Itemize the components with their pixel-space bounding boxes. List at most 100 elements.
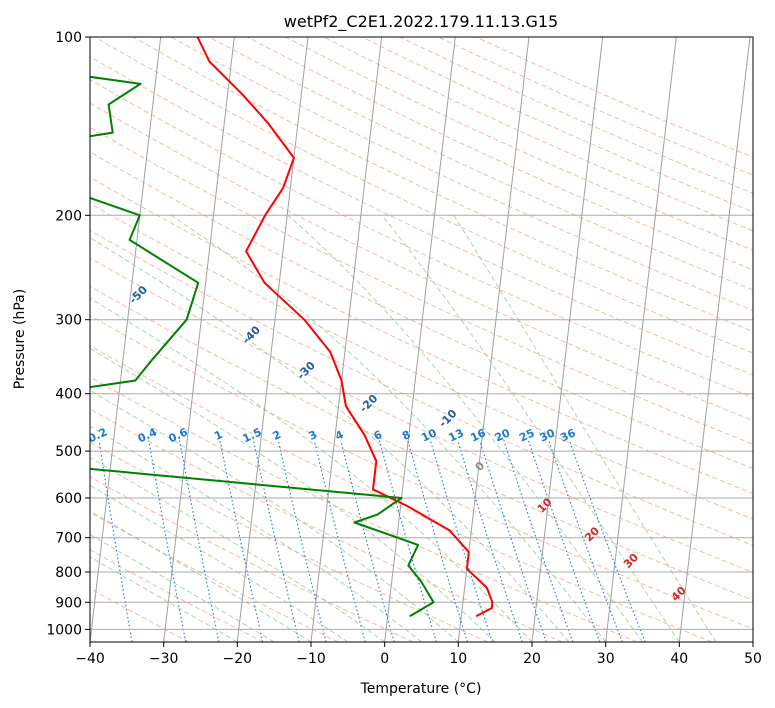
- dry-adiabat-line: [90, 176, 753, 494]
- y-tick-label: 100: [55, 30, 82, 46]
- mixing-ratio-label: 30: [538, 426, 558, 444]
- mixing-ratio-line: [340, 440, 395, 642]
- dry-adiabat-line: [247, 37, 753, 271]
- moist-adiabat-line: [90, 484, 349, 642]
- dry-adiabat-line: [475, 37, 753, 158]
- isotherm-line: [90, 37, 162, 642]
- isotherm-line: [752, 637, 753, 642]
- dry-adiabat-line: [94, 37, 753, 354]
- isotherm-line: [605, 37, 677, 642]
- mixing-ratio-line: [548, 440, 623, 642]
- mixing-ratio-label: 0.1: [39, 425, 62, 445]
- moist-adiabat-line: [90, 425, 422, 642]
- mixing-ratio-label: 10: [419, 426, 439, 444]
- x-tick-label: −10: [296, 651, 326, 667]
- isotherm-line: [163, 37, 235, 642]
- y-axis: 100 200 300 400 500 600 700 800 900 1000: [46, 30, 90, 638]
- wetbulb-label: 30: [621, 551, 641, 571]
- isotherm-line: [457, 37, 530, 642]
- dry-adiabat-line: [90, 376, 638, 642]
- mixing-ratio-label: 3: [307, 428, 319, 443]
- dry-adiabat-line: [90, 345, 712, 642]
- moist-adiabat-line: [90, 456, 385, 642]
- y-tick-label: 500: [55, 444, 82, 460]
- mixing-ratio-line: [277, 440, 327, 642]
- x-tick-label: 50: [744, 651, 762, 667]
- moist-adiabat-line: [170, 214, 607, 642]
- x-tick-label: 40: [670, 651, 688, 667]
- mixing-ratio-line: [253, 440, 300, 642]
- dry-adiabat-line: [90, 476, 414, 642]
- dry-adiabat-line: [90, 441, 488, 642]
- moist-adiabat-line: [453, 215, 717, 642]
- moist-adiabat-line: [90, 347, 496, 642]
- dry-adiabat-line: [90, 314, 753, 630]
- mixing-ratio-label: 0.4: [136, 425, 159, 445]
- profile-lines: [90, 37, 494, 618]
- mixing-ratio-line: [98, 440, 133, 642]
- mixing-ratio-line: [313, 440, 366, 642]
- dry-adiabat-line: [170, 37, 753, 311]
- mixing-ratio-label: 2: [271, 428, 283, 443]
- y-tick-label: 400: [55, 387, 82, 403]
- mixing-ratio-line: [503, 440, 574, 642]
- isotherm-label: -50: [127, 283, 150, 306]
- mixing-ratio-label: 8: [400, 428, 412, 443]
- isotherm-line: [678, 37, 751, 642]
- dry-adiabat-line: [90, 229, 753, 546]
- mixing-ratio-line: [378, 440, 437, 642]
- dry-adiabat-line: [90, 79, 753, 399]
- mixing-ratio-line: [527, 440, 601, 642]
- y-tick-label: 200: [55, 208, 82, 224]
- mixing-ratio-line: [219, 440, 264, 642]
- dry-adiabat-line: [90, 102, 753, 422]
- y-tick-label: 600: [55, 491, 82, 507]
- mixing-ratio-label: 6: [372, 428, 385, 443]
- moist-adiabat-line: [381, 214, 680, 642]
- y-tick-label: 300: [55, 313, 82, 329]
- isotherm-line: [531, 37, 604, 642]
- x-tick-label: −20: [223, 651, 253, 667]
- y-tick-label: 800: [55, 565, 82, 581]
- dry-adiabat-line: [90, 549, 264, 642]
- x-tick-label: −30: [149, 651, 179, 667]
- dry-adiabat-line: [90, 587, 190, 642]
- moist-adiabat-line: [90, 389, 459, 642]
- line-labels: 0.10.20.40.611.52346810131620253036-100-…: [39, 234, 689, 604]
- isotherm-line: [384, 37, 456, 642]
- isotherm-label: -60: [44, 234, 67, 257]
- isotherm-label: -40: [240, 323, 263, 346]
- isotherm-label: -20: [357, 392, 380, 415]
- moist-adiabat-line: [287, 214, 643, 642]
- isotherm-line: [310, 37, 383, 642]
- dry-adiabat-line: [132, 37, 753, 333]
- x-axis: −40 −30 −20 −10 0 10 20 30 40 50: [75, 642, 762, 667]
- chart-title: wetPf2_C2E1.2022.179.11.13.G15: [284, 12, 558, 32]
- mixing-ratio-line: [148, 440, 187, 642]
- mixing-ratio-label: 20: [493, 426, 513, 444]
- plot-area: 0.10.20.40.611.52346810131620253036-100-…: [39, 37, 753, 642]
- moist-adiabat-line: [90, 533, 275, 642]
- x-axis-label: Temperature (°C): [360, 681, 482, 697]
- dry-adiabat-line: [90, 126, 753, 445]
- mixing-ratio-label: 13: [447, 426, 466, 444]
- dry-adiabat-line: [90, 285, 753, 601]
- isotherm-line: [236, 37, 309, 642]
- isotherm-label: -30: [295, 359, 318, 382]
- mixing-ratio-label: 25: [517, 426, 536, 444]
- background-lines: [90, 37, 753, 642]
- mixing-ratio-label: 0.6: [167, 425, 190, 445]
- dry-adiabat-line: [90, 202, 753, 520]
- dry-adiabat-line: [323, 37, 753, 232]
- wetbulb-label: 20: [582, 524, 602, 544]
- plot-frame: [89, 36, 754, 643]
- isotherm-label: -10: [436, 407, 459, 430]
- mixing-ratio-line: [568, 440, 646, 642]
- moist-adiabat-line: [90, 556, 238, 642]
- dry-adiabat-line: [90, 257, 753, 573]
- mixing-ratio-label: 16: [469, 426, 489, 444]
- moist-adiabat-line: [90, 297, 533, 642]
- mixing-ratio-label: 36: [558, 426, 578, 444]
- y-tick-label: 900: [55, 595, 82, 611]
